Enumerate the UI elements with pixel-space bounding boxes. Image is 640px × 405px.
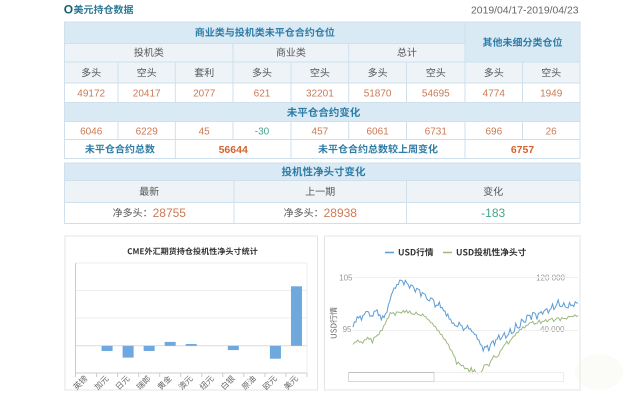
svg-text:45: 45 <box>199 126 211 137</box>
svg-text:6229: 6229 <box>136 126 159 137</box>
svg-text:54695: 54695 <box>422 88 450 99</box>
svg-text:20417: 20417 <box>133 88 161 99</box>
svg-text:49172: 49172 <box>77 88 105 99</box>
svg-text:1949: 1949 <box>540 88 563 99</box>
svg-text:O: O <box>64 3 73 17</box>
svg-text:6061: 6061 <box>366 126 389 137</box>
svg-text:32201: 32201 <box>306 88 334 99</box>
svg-text:6046: 6046 <box>80 126 103 137</box>
svg-text:4774: 4774 <box>483 88 506 99</box>
svg-text:-30: -30 <box>255 126 270 137</box>
svg-text:51870: 51870 <box>364 88 392 99</box>
svg-text:6731: 6731 <box>425 126 448 137</box>
svg-text:696: 696 <box>485 126 502 137</box>
svg-text:6757: 6757 <box>511 144 535 156</box>
svg-text:-183: -183 <box>481 206 505 220</box>
svg-text:40 000: 40 000 <box>540 325 565 334</box>
svg-text:105: 105 <box>339 273 353 282</box>
svg-text:26: 26 <box>546 126 558 137</box>
svg-text:28938: 28938 <box>324 206 358 220</box>
svg-text:56644: 56644 <box>219 144 248 156</box>
svg-text:95: 95 <box>343 325 352 334</box>
svg-text:2019/04/17-2019/04/23: 2019/04/17-2019/04/23 <box>471 5 579 16</box>
svg-text:28755: 28755 <box>153 206 187 220</box>
svg-text:621: 621 <box>254 88 271 99</box>
svg-text:457: 457 <box>312 126 329 137</box>
svg-text:2077: 2077 <box>193 88 216 99</box>
